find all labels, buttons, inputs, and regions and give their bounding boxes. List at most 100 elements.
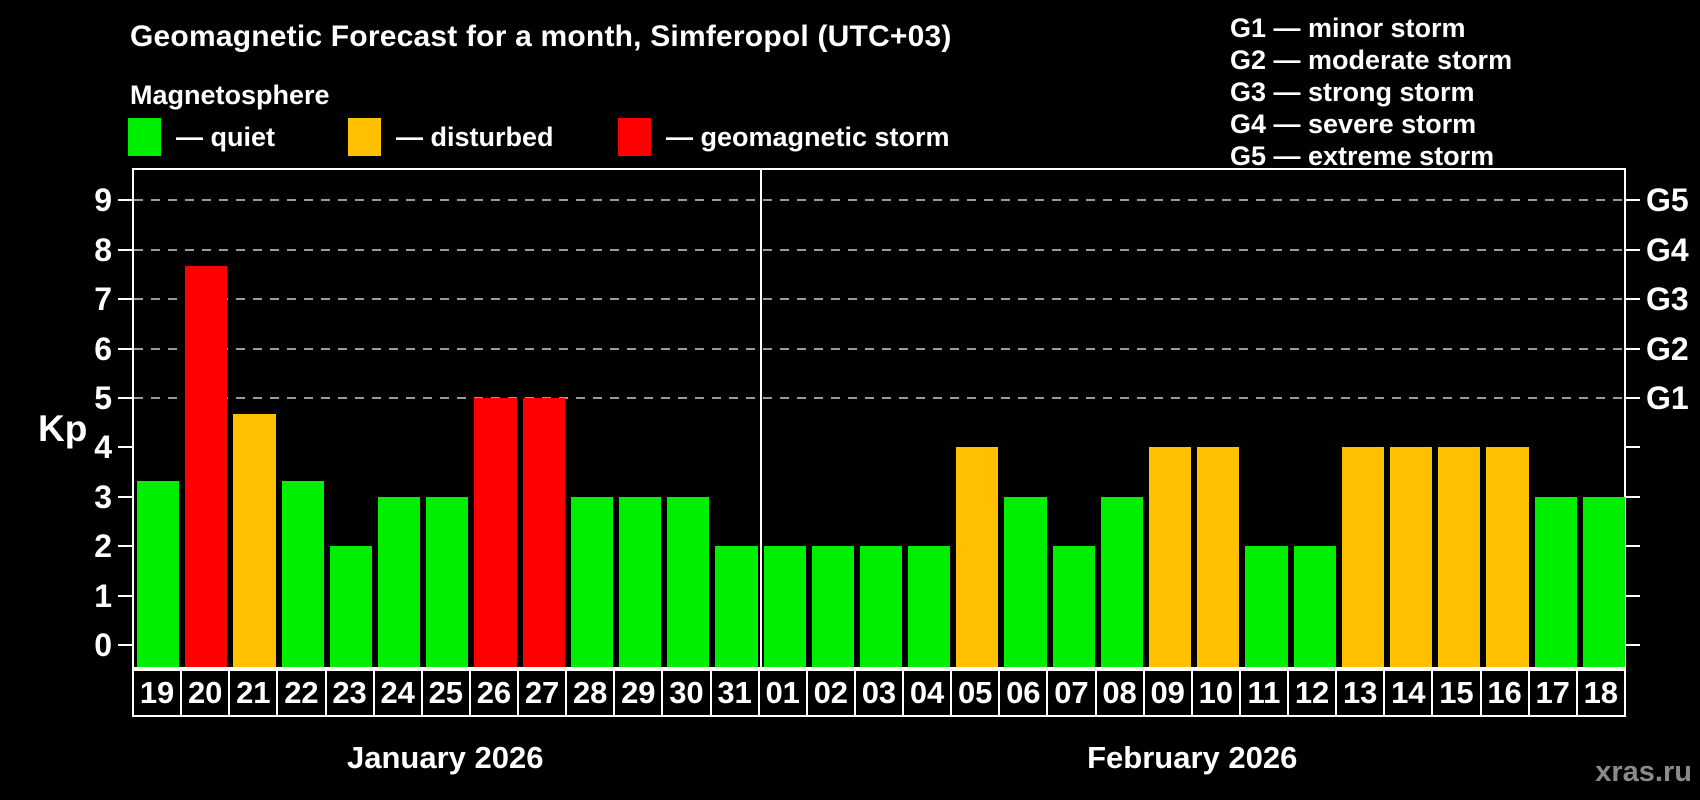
- g-axis-label-G1: G1: [1646, 380, 1689, 416]
- kp-bar-day-29: [618, 496, 662, 667]
- kp-bar-day-12: [1293, 546, 1336, 667]
- kp-bar-day-06: [1004, 496, 1047, 667]
- g-scale-item-3: G3 — strong storm: [1230, 77, 1475, 107]
- day-label-06: 06: [998, 669, 1049, 717]
- kp-bar-day-24: [377, 496, 421, 667]
- day-label-15: 15: [1431, 669, 1482, 717]
- plot-area: 0 1 2 3 4 5 6 7 8 9 G1 G2 G3 G4 G5: [94, 168, 1689, 669]
- y-axis-tick-left-8: [118, 248, 132, 251]
- g-axis-label-G5: G5: [1646, 182, 1689, 219]
- day-label-27: 27: [517, 669, 568, 717]
- day-label-30: 30: [661, 669, 712, 717]
- gridline-kp8: [134, 248, 1624, 251]
- g-scale-item-1: G1 — minor storm: [1230, 13, 1466, 43]
- day-label-03: 03: [853, 669, 904, 717]
- kp-bar-day-23: [329, 546, 372, 667]
- y-axis-tick-left-0: [118, 644, 132, 646]
- day-label-22: 22: [276, 669, 327, 717]
- y-axis-title: Kp: [38, 408, 88, 449]
- y-axis-tick-right-8: [1626, 248, 1640, 251]
- gridline-kp9: [134, 199, 1624, 202]
- kp-bar-day-04: [908, 546, 951, 667]
- g-axis-label-G4: G4: [1646, 231, 1689, 268]
- gridline-kp6: [134, 347, 1624, 350]
- kp-bar-day-27: [522, 398, 565, 667]
- day-label-21: 21: [228, 669, 279, 717]
- g-axis-label-G3: G3: [1646, 281, 1689, 318]
- day-label-25: 25: [420, 669, 471, 717]
- y-axis-tick-label-8: 8: [94, 231, 112, 268]
- day-label-19: 19: [132, 669, 183, 717]
- day-label-13: 13: [1335, 669, 1386, 717]
- y-axis-tick-label-2: 2: [94, 528, 112, 565]
- y-axis-tick-label-3: 3: [94, 478, 112, 515]
- kp-status-legend: — quiet — disturbed — geomagnetic storm: [0, 118, 1100, 160]
- day-label-04: 04: [902, 669, 953, 717]
- kp-bar-day-07: [1052, 546, 1095, 667]
- y-axis-tick-right-5: [1626, 397, 1640, 399]
- gridline-kp7: [134, 298, 1624, 301]
- day-axis-row: 19 20 21 22 23 24 25 26 27 28 29 30 31 01 02 03 04 05 06 07…: [132, 669, 1626, 717]
- kp-bar-day-11: [1245, 546, 1288, 667]
- y-axis-tick-right-2: [1626, 545, 1640, 548]
- legend-item-quiet: — quiet: [128, 118, 275, 156]
- day-label-09: 09: [1142, 669, 1193, 717]
- kp-bar-day-30: [667, 496, 710, 667]
- kp-bar-day-02: [811, 546, 854, 667]
- kp-bar-day-13: [1341, 447, 1385, 667]
- legend-swatch-quiet: [128, 118, 161, 156]
- y-axis-tick-right-0: [1626, 644, 1640, 646]
- kp-bar-day-26: [474, 398, 517, 667]
- kp-bar-day-09: [1149, 447, 1192, 667]
- y-axis-tick-right-7: [1626, 298, 1640, 301]
- kp-bar-day-22: [281, 480, 324, 667]
- day-label-05: 05: [950, 669, 1001, 717]
- day-label-28: 28: [565, 669, 616, 717]
- gridline-kp5: [134, 397, 1624, 399]
- day-label-23: 23: [324, 669, 375, 717]
- kp-bar-day-28: [570, 496, 613, 667]
- kp-bar-day-01: [763, 546, 806, 667]
- kp-bar-day-16: [1486, 447, 1529, 667]
- y-axis-tick-right-4: [1626, 446, 1640, 449]
- y-axis-tick-left-4: [118, 446, 132, 449]
- kp-bar-day-31: [715, 546, 758, 667]
- y-axis-tick-right-6: [1626, 347, 1640, 350]
- kp-bar-day-19: [137, 480, 180, 667]
- y-axis-tick-right-9: [1626, 199, 1640, 202]
- day-label-29: 29: [613, 669, 664, 717]
- y-axis-tick-label-0: 0: [94, 627, 112, 663]
- legend-item-storm: — geomagnetic storm: [618, 118, 950, 156]
- legend-label-disturbed: — disturbed: [396, 121, 554, 152]
- day-label-26: 26: [468, 669, 519, 717]
- legend-swatch-disturbed: [348, 118, 381, 156]
- kp-bar-day-08: [1100, 496, 1144, 667]
- legend-swatch-storm: [618, 118, 651, 156]
- y-axis-tick-left-5: [118, 397, 132, 399]
- y-axis-tick-label-5: 5: [94, 380, 112, 416]
- kp-bar-day-14: [1390, 447, 1433, 667]
- g-scale-item-2: G2 — moderate storm: [1230, 45, 1513, 75]
- chart-title: Geomagnetic Forecast for a month, Simfer…: [130, 20, 952, 53]
- day-label-24: 24: [372, 669, 423, 717]
- kp-bar-day-20: [185, 266, 228, 667]
- kp-bar-day-03: [859, 546, 903, 667]
- g-scale-item-4: G4 — severe storm: [1230, 109, 1477, 139]
- magnetosphere-label: Magnetosphere: [130, 80, 330, 110]
- y-axis-tick-label-6: 6: [94, 330, 112, 367]
- month-separator-line: [759, 170, 762, 667]
- y-axis-tick-label-9: 9: [94, 182, 112, 219]
- kp-bar-day-15: [1438, 447, 1481, 667]
- day-label-18: 18: [1575, 669, 1626, 717]
- y-axis-tick-left-9: [118, 199, 132, 202]
- day-label-16: 16: [1479, 669, 1530, 717]
- day-label-31: 31: [709, 669, 760, 717]
- y-axis-tick-label-4: 4: [94, 429, 112, 466]
- month-label-february: February 2026: [1087, 740, 1298, 775]
- y-axis-tick-left-1: [118, 594, 132, 597]
- g-scale-legend: G1 — minor storm G2 — moderate storm G3 — …: [1230, 12, 1512, 172]
- day-label-08: 08: [1094, 669, 1145, 717]
- day-label-11: 11: [1238, 669, 1289, 717]
- kp-bar-day-21: [233, 414, 276, 667]
